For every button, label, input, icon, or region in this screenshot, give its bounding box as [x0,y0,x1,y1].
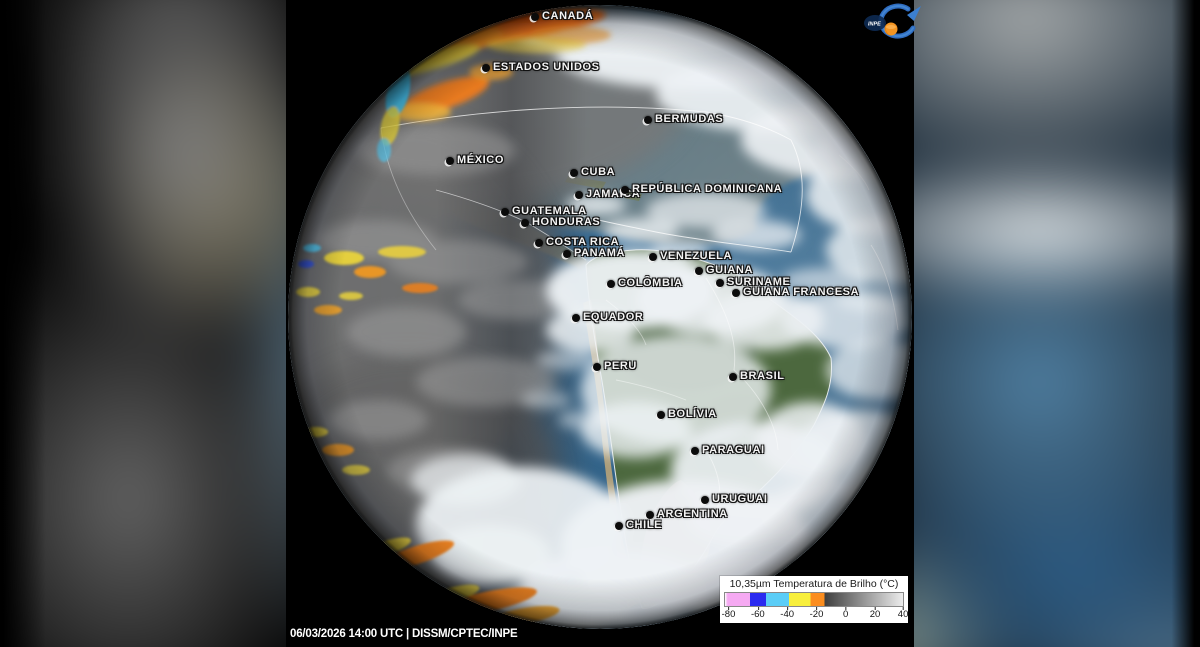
city-dot-icon [593,362,601,371]
country-label-brasil: BRASIL [729,371,785,382]
city-dot-icon [644,115,652,124]
country-label-chile: CHILE [615,520,662,531]
country-label-suriname: SURINAME [716,277,790,288]
city-dot-icon [501,207,509,216]
country-label-text: CHILE [626,519,662,531]
country-label-costa-rica: COSTA RICA [535,237,619,248]
country-label-paraguai: PARAGUAI [691,445,765,456]
country-label-argentina: ARGENTINA [646,509,728,520]
country-label-text: COSTA RICA [546,236,620,248]
legend-tick: 0 [843,607,849,620]
country-label-guiana-francesa: GUIANA FRANCESA [732,287,859,298]
country-label-text: BRASIL [740,370,785,382]
country-label-col-mbia: COLÔMBIA [607,278,683,289]
country-label-cuba: CUBA [570,167,615,178]
country-label-text: SURINAME [727,276,791,288]
city-dot-icon [572,313,580,322]
city-dot-icon [535,238,543,247]
city-dot-icon [646,510,654,519]
legend-title: 10,35µm Temperatura de Brilho (°C) [729,578,899,590]
legend-tick: 40 [897,607,909,620]
blurred-backdrop-right-fill [914,0,1200,647]
country-label-text: MÉXICO [457,154,504,166]
logo-arrowhead [907,6,921,21]
city-dot-icon [691,446,699,455]
country-label-text: VENEZUELA [660,250,733,262]
blurred-backdrop-left-fill [0,0,286,647]
city-dot-icon [695,266,703,275]
country-label-estados-unidos: ESTADOS UNIDOS [482,62,600,73]
city-dot-icon [575,190,583,199]
legend-tick: 20 [869,607,881,620]
country-label-text: PARAGUAI [702,444,765,456]
country-label-text: BERMUDAS [655,113,724,125]
country-label-bermudas: BERMUDAS [644,114,723,125]
country-label-honduras: HONDURAS [521,217,600,228]
country-label-text: PANAMÁ [574,247,626,259]
city-dot-icon [482,63,490,72]
legend-tick: -20 [809,607,824,620]
country-label-text: PERU [604,360,637,372]
country-label-text: HONDURAS [532,216,601,228]
city-dot-icon [701,495,709,504]
legend-tick: -60 [750,607,765,620]
country-label-uruguai: URUGUAI [701,494,768,505]
country-label-venezuela: VENEZUELA [649,251,732,262]
country-label-text: CANADÁ [542,10,594,22]
blurred-backdrop-left [0,0,286,647]
country-label-text: GUATEMALA [512,205,587,217]
country-label-text: CUBA [581,166,616,178]
city-dot-icon [729,372,737,381]
colorbar-legend: 10,35µm Temperatura de Brilho (°C) -80 -6… [720,576,908,623]
timestamp-caption: 06/03/2026 14:00 UTC | DISSM/CPTEC/INPE [290,628,518,640]
city-dot-icon [649,252,657,261]
satellite-image [286,0,914,647]
city-dot-icon [607,279,615,288]
country-label-text: GUIANA FRANCESA [743,286,860,298]
legend-tick: -40 [780,607,795,620]
country-label-bol-via: BOLÍVIA [657,409,717,420]
city-dot-icon [732,288,740,297]
country-label-text: URUGUAI [712,493,768,505]
country-label-m-xico: MÉXICO [446,155,504,166]
country-label-text: EQUADOR [583,311,644,323]
country-label-rep-blica-dominicana: REPÚBLICA DOMINICANA [621,184,782,195]
country-label-text: REPÚBLICA DOMINICANA [632,183,783,195]
city-dot-icon [563,249,571,258]
earth-disk-graphic [288,5,912,629]
city-dot-icon [446,156,454,165]
country-label-canad-: CANADÁ [531,11,593,22]
country-label-guatemala: GUATEMALA [501,206,587,217]
country-label-panam-: PANAMÁ [563,248,625,259]
city-dot-icon [615,521,623,530]
country-label-jamaica: JAMAICA [575,189,640,200]
country-label-text: ESTADOS UNIDOS [493,61,600,73]
city-dot-icon [716,278,724,287]
city-dot-icon [531,12,539,21]
blurred-backdrop-right [914,0,1200,647]
colorbar-ticks: -80 -60 -40 -20 0 20 40 [721,607,908,621]
colorbar [724,592,904,607]
country-label-guiana: GUIANA [695,265,753,276]
inpe-logo: INPE [864,3,921,39]
city-dot-icon [521,218,529,227]
logo-text: INPE [868,22,881,28]
legend-tick: -80 [721,607,736,620]
country-label-text: BOLÍVIA [668,408,717,420]
country-label-text: JAMAICA [586,188,641,200]
country-label-text: COLÔMBIA [618,277,683,289]
country-label-peru: PERU [593,361,637,372]
city-dot-icon [621,185,629,194]
country-label-equador: EQUADOR [572,312,643,323]
city-dot-icon [570,168,578,177]
city-dot-icon [657,410,665,419]
country-label-text: GUIANA [706,264,753,276]
country-label-text: ARGENTINA [657,508,728,520]
